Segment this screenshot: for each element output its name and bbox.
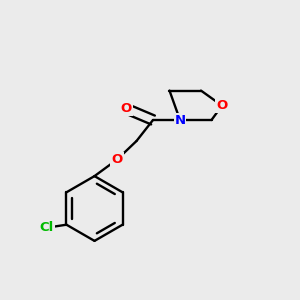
Text: O: O [120, 102, 132, 115]
Text: N: N [174, 113, 186, 127]
Text: O: O [111, 153, 123, 166]
Text: O: O [216, 99, 228, 112]
Text: Cl: Cl [40, 221, 54, 234]
